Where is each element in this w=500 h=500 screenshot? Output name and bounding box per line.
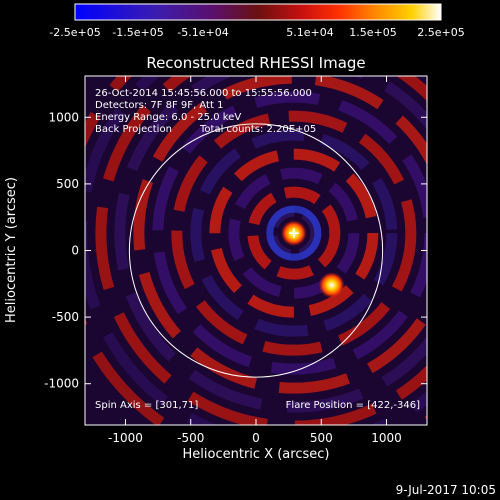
source-blob <box>318 272 345 299</box>
ripple-ring <box>171 110 417 356</box>
x-tick-label: -500 <box>177 431 204 445</box>
colorbar-tick-label: 5.1e+04 <box>286 26 333 39</box>
y-tick-label: 1000 <box>48 110 79 124</box>
plot-area <box>85 76 427 425</box>
ripple-ring <box>152 91 427 375</box>
x-tick-label: -1000 <box>108 431 143 445</box>
x-tick-label: 1000 <box>371 431 402 445</box>
inner-halo <box>266 205 322 261</box>
colorbar-tick-label: -1.5e+05 <box>112 26 163 39</box>
x-axis-label: Heliocentric X (arcsec) <box>183 447 330 462</box>
y-tick-label: 500 <box>56 177 79 191</box>
solar-limb-circle <box>128 123 384 378</box>
y-axis-label: Heliocentric Y (arcsec) <box>4 177 19 323</box>
ripple-ring <box>95 76 427 425</box>
x-tick-label: 0 <box>252 431 260 445</box>
annotation-flare-position: Flare Position = [422,-346] <box>286 400 420 411</box>
back-projection-ripples <box>85 76 427 425</box>
colorbar-ticks: -2.5e+05 -1.5e+05 -5.1e+04 5.1e+04 1.5e+05 2.… <box>49 26 464 39</box>
colorbar-tick-label: 1.5e+05 <box>349 26 396 39</box>
ripple-ring <box>133 76 427 394</box>
x-axis-ticks: -1000 -500 0 500 1000 <box>108 76 402 445</box>
footer-date: 9-Jul-2017 10:05 <box>396 483 496 497</box>
annotation-counts: Total counts: 2.20E+05 <box>199 124 316 135</box>
colorbar <box>74 3 442 21</box>
annotation-spin-axis: Spin Axis = [301,71] <box>95 400 198 411</box>
y-tick-label: -500 <box>52 310 79 324</box>
ripple-ring <box>228 167 360 299</box>
ripple-ring <box>190 129 398 337</box>
y-tick-label: 0 <box>71 244 79 258</box>
annotation-time-range: 26-Oct-2014 15:45:56.000 to 15:55:56.000 <box>95 88 312 99</box>
annotation-energy: Energy Range: 6.0 - 25.0 keV <box>95 112 241 123</box>
colorbar-tick-label: 2.5e+05 <box>417 26 464 39</box>
y-tick-label: -1000 <box>44 377 79 391</box>
colorbar-tick-label: -5.1e+04 <box>177 26 228 39</box>
annotation-method: Back Projection <box>95 124 172 135</box>
ripple-ring <box>114 76 427 413</box>
y-axis-ticks: -1000 -500 0 500 1000 <box>44 110 427 391</box>
flare-position-marker <box>288 228 299 239</box>
chart-title: Reconstructed RHESSI Image <box>146 54 365 72</box>
colorbar-tick-label: -2.5e+05 <box>49 26 100 39</box>
annotation-detectors: Detectors: 7F 8F 9F, Att 1 <box>95 100 223 111</box>
ripple-ring <box>247 186 341 280</box>
x-tick-label: 500 <box>310 431 333 445</box>
